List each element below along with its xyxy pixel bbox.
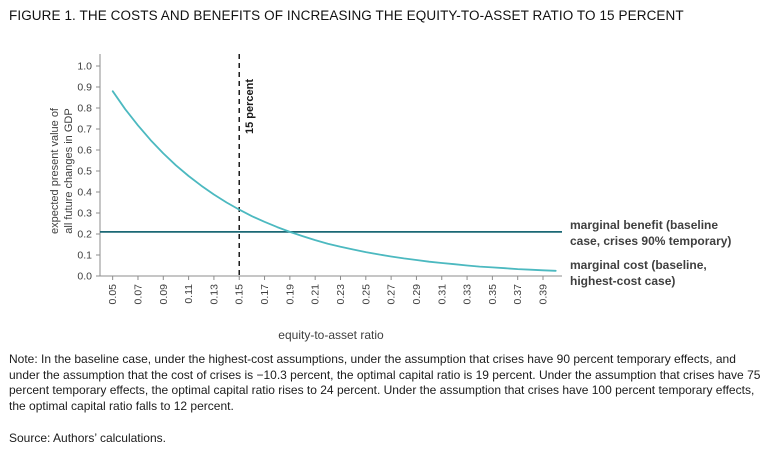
fifteen-percent-annotation: 15 percent — [244, 79, 256, 134]
x-tick-label: 0.11 — [183, 284, 195, 304]
legend-marginal-cost-line1: marginal cost (baseline, — [570, 258, 707, 272]
x-tick-label: 0.33 — [462, 284, 474, 305]
y-tick-label: 0.7 — [77, 124, 92, 136]
y-tick-label: 0.4 — [77, 187, 92, 199]
y-axis-label-line2: all future changes in GDP — [63, 108, 75, 233]
y-tick-label: 0.9 — [77, 82, 92, 94]
y-tick-label: 1.0 — [77, 61, 92, 73]
x-axis-label: equity-to-asset ratio — [278, 328, 384, 342]
x-tick-label: 0.29 — [411, 284, 423, 305]
x-tick-label: 0.39 — [538, 284, 550, 305]
y-tick-label: 0.8 — [77, 103, 92, 115]
legend-marginal-cost-line2: highest-cost case) — [570, 274, 675, 288]
x-tick-label: 0.05 — [107, 284, 119, 305]
y-axis-label-line1: expected present value of — [49, 107, 61, 234]
x-tick-label: 0.15 — [234, 284, 246, 305]
y-tick-label: 0.5 — [77, 166, 92, 178]
x-tick-label: 0.37 — [512, 284, 524, 305]
legend-marginal-cost: marginal cost (baseline, highest-cost ca… — [570, 258, 710, 288]
x-tick-label: 0.35 — [487, 284, 499, 305]
x-tick-label: 0.23 — [335, 284, 347, 305]
x-tick-label: 0.31 — [436, 284, 448, 305]
x-tick-label: 0.17 — [259, 284, 271, 305]
plot-layer: 0.0 0.1 0.2 0.3 0.4 0.5 0.6 0.7 0.8 0.9 1.0 0.05 0.0… — [77, 54, 562, 304]
x-tick-label: 0.19 — [284, 284, 296, 305]
x-tick-label: 0.27 — [386, 284, 398, 305]
y-tick-label: 0.1 — [77, 250, 92, 262]
x-tick-label: 0.25 — [360, 284, 372, 305]
x-tick-label: 0.07 — [132, 284, 144, 305]
line-chart: 0.0 0.1 0.2 0.3 0.4 0.5 0.6 0.7 0.8 0.9 1.0 0.05 0.0… — [49, 54, 731, 342]
marginal-cost-curve — [111, 90, 557, 272]
y-tick-label: 0.0 — [77, 271, 92, 283]
y-tick-label: 0.3 — [77, 208, 92, 220]
y-tick-label: 0.6 — [77, 145, 92, 157]
figure-title: FIGURE 1. THE COSTS AND BENEFITS OF INCR… — [9, 8, 684, 23]
legend-marginal-benefit-line2: case, crises 90% temporary) — [570, 234, 731, 248]
y-tick-label: 0.2 — [77, 229, 92, 241]
figure-note: Note: In the baseline case, under the hi… — [9, 352, 761, 413]
x-tick-label: 0.13 — [208, 284, 220, 305]
x-tick-label: 0.09 — [158, 284, 170, 305]
x-tick-label: 0.21 — [310, 284, 322, 305]
legend-marginal-benefit: marginal benefit (baseline case, crises … — [570, 218, 731, 248]
legend-marginal-benefit-line1: marginal benefit (baseline — [570, 218, 718, 232]
chart-area: 0.0 0.1 0.2 0.3 0.4 0.5 0.6 0.7 0.8 0.9 1.0 0.05 0.0… — [0, 46, 768, 348]
figure-source: Source: Authors’ calculations. — [9, 431, 166, 445]
